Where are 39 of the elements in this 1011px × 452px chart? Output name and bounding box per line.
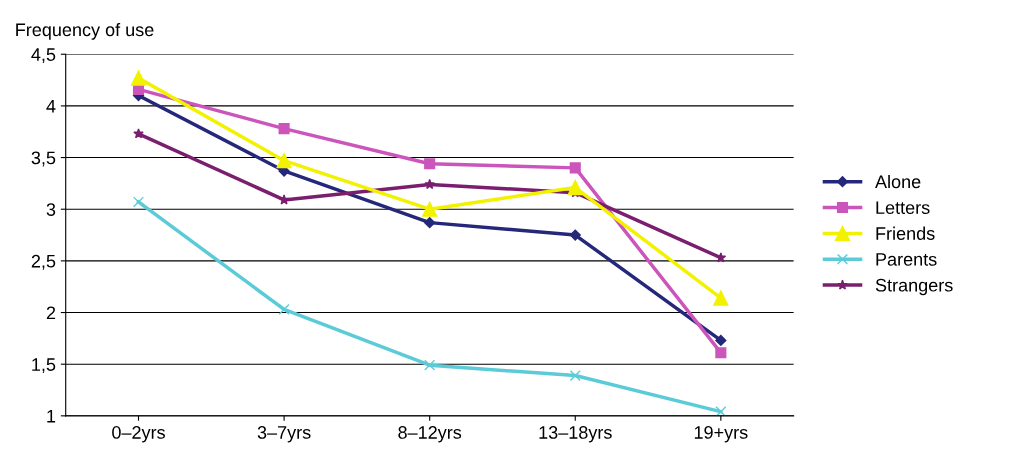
y-tick-label: 1,5 xyxy=(32,358,56,374)
y-tick-label: 2,5 xyxy=(31,254,56,270)
x-tick-label: 13–18yrs xyxy=(539,426,612,443)
point xyxy=(715,252,727,263)
y-tick-label: 3 xyxy=(46,203,56,216)
x-tick-label: 19+yrs xyxy=(694,426,748,443)
point xyxy=(569,369,581,382)
point xyxy=(422,201,438,217)
point xyxy=(278,123,290,135)
point xyxy=(569,162,581,174)
point xyxy=(567,179,583,196)
point xyxy=(278,194,290,205)
y-tick-label: 2 xyxy=(46,306,56,320)
legend-label: Letters xyxy=(876,201,930,215)
point xyxy=(424,158,436,170)
point xyxy=(569,229,581,241)
y-tick-label: 4,5 xyxy=(31,48,56,64)
y-tick-label: 4 xyxy=(46,100,56,113)
point xyxy=(132,196,145,208)
point xyxy=(276,153,292,169)
x-tick-label: 3–7yrs xyxy=(257,426,311,443)
point xyxy=(715,347,727,359)
point xyxy=(424,359,436,371)
legend-label: Strangers xyxy=(875,278,953,296)
y-tick-label: 1 xyxy=(47,409,56,423)
point xyxy=(424,217,436,229)
legend-label: Friends xyxy=(876,226,935,240)
point xyxy=(424,178,435,190)
point xyxy=(278,303,290,315)
x-tick-label: 0–2yrs xyxy=(112,426,165,443)
legend-label: Alone xyxy=(875,174,921,189)
y-axis-title: Frequency of use xyxy=(16,22,154,40)
point xyxy=(715,406,727,416)
point xyxy=(715,334,727,347)
point xyxy=(130,70,147,86)
legend-label: Parents xyxy=(876,253,937,266)
point xyxy=(713,290,729,306)
x-tick-label: 8–12yrs xyxy=(398,426,462,443)
y-tick-label: 3,5 xyxy=(31,151,56,167)
